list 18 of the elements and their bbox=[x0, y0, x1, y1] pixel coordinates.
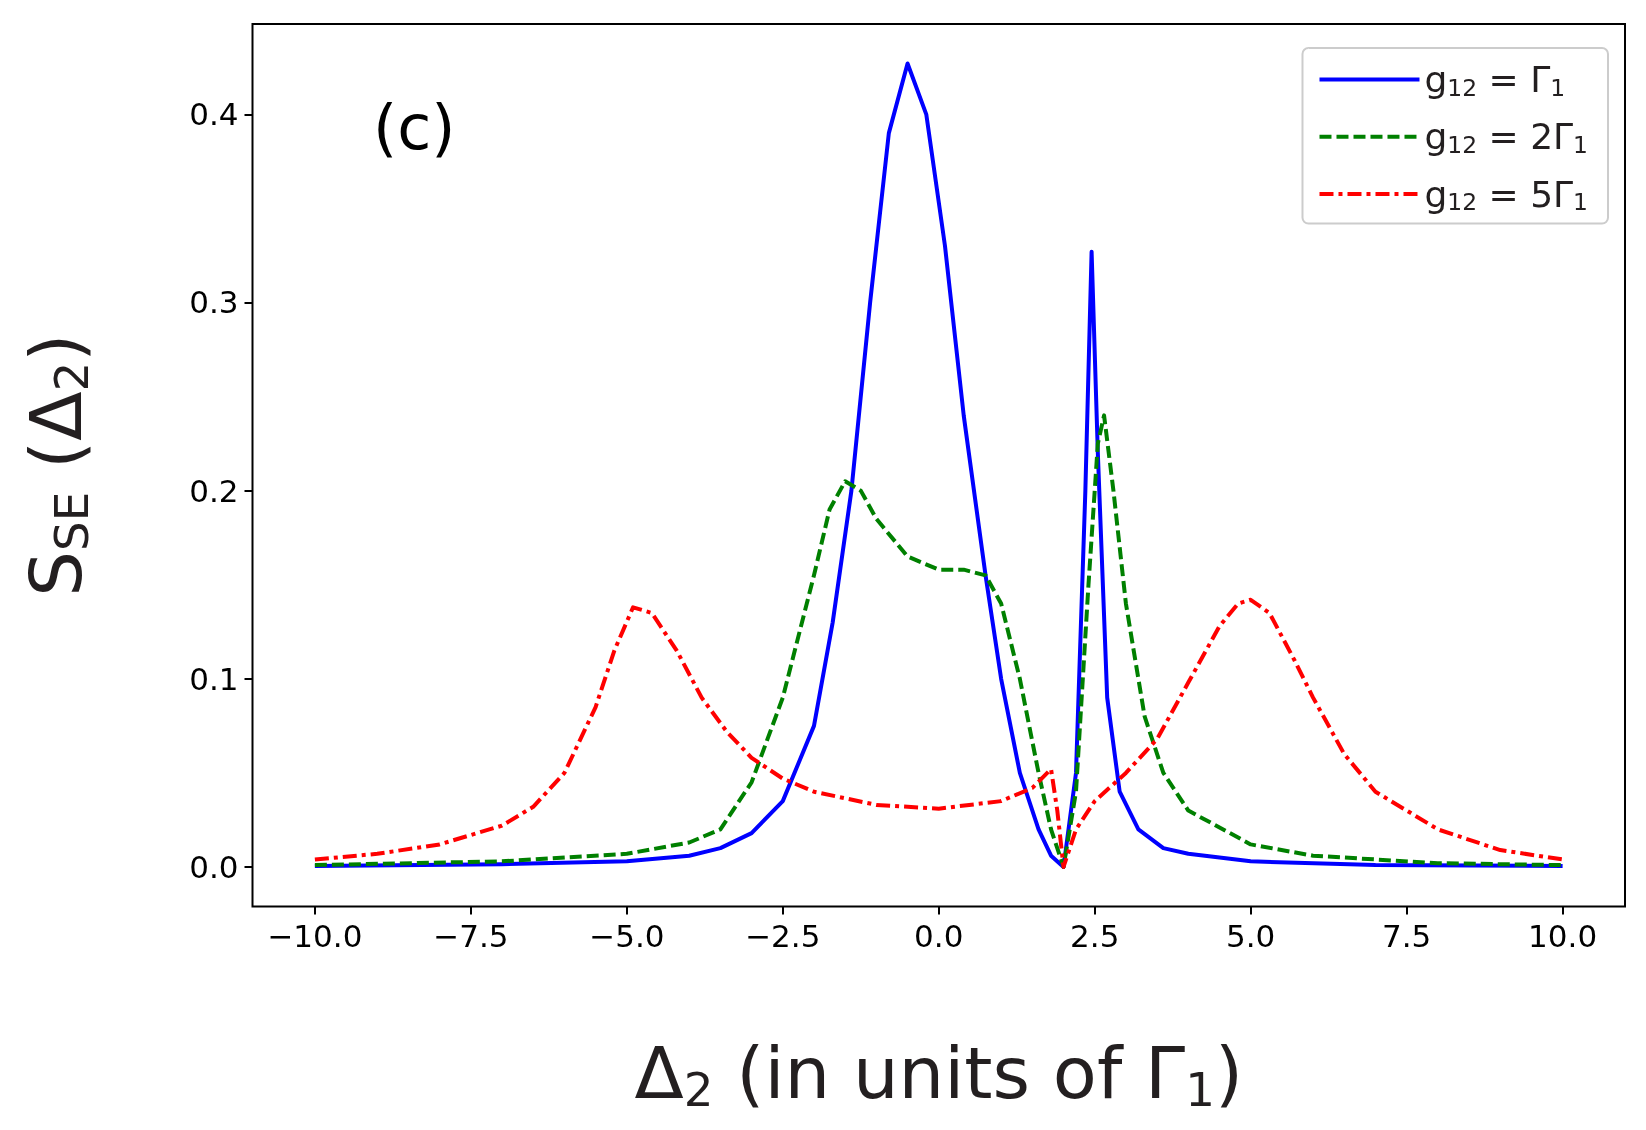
x-tick-label: 5.0 bbox=[1226, 918, 1276, 954]
x-tick-label: −10.0 bbox=[267, 918, 363, 954]
x-axis-title: Δ2 (in units of Γ1) bbox=[634, 1031, 1244, 1117]
y-tick-label: 0.0 bbox=[189, 848, 239, 885]
x-tick-label: −7.5 bbox=[433, 918, 509, 954]
y-axis-title: SSE (Δ2) bbox=[13, 333, 99, 597]
y-tick-label: 0.2 bbox=[189, 472, 239, 509]
y-tick-label: 0.3 bbox=[189, 284, 239, 321]
x-tick-label: 0.0 bbox=[914, 918, 964, 954]
y-tick-label: 0.4 bbox=[189, 96, 239, 133]
x-tick-label: 7.5 bbox=[1381, 918, 1432, 954]
y-tick-label: 0.1 bbox=[189, 660, 239, 697]
line-series bbox=[312, 597, 1565, 869]
x-tick-label: 10.0 bbox=[1528, 918, 1598, 954]
x-tick-label: −2.5 bbox=[745, 918, 821, 954]
annotation: (c) bbox=[373, 90, 456, 164]
x-tick-label: 2.5 bbox=[1070, 918, 1120, 954]
x-tick-label: −5.0 bbox=[589, 918, 665, 954]
